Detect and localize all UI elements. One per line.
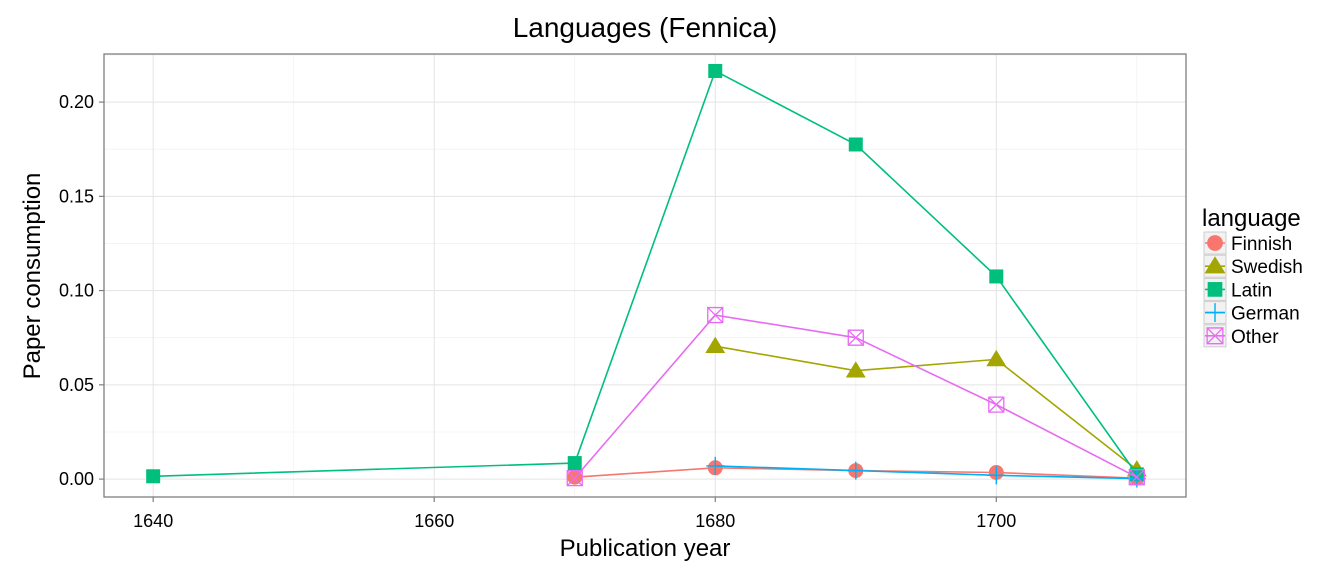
series-line-swedish — [715, 345, 1138, 471]
legend-key-marker — [1204, 256, 1226, 274]
legend-label: Other — [1231, 327, 1279, 348]
series-german — [706, 456, 1146, 488]
data-point-latin — [989, 269, 1004, 284]
y-tick-label: 0.10 — [59, 281, 94, 301]
data-point-other — [707, 306, 724, 324]
legend-label: Latin — [1231, 280, 1272, 301]
y-axis-title: Paper consumption — [19, 173, 46, 380]
legend-item-swedish: Swedish — [1203, 254, 1303, 278]
legend-item-other: Other — [1203, 324, 1279, 348]
x-tick-label: 1700 — [976, 511, 1016, 531]
data-point-swedish — [986, 349, 1007, 367]
y-tick-label: 0.15 — [59, 186, 94, 206]
series-other — [566, 306, 1145, 487]
data-point-other — [988, 396, 1005, 413]
plot-panel — [104, 54, 1186, 497]
data-point-other — [1128, 469, 1145, 486]
chart-title: Languages (Fennica) — [513, 12, 778, 43]
x-tick-label: 1660 — [414, 511, 454, 531]
data-point-latin — [146, 469, 161, 484]
data-point-swedish — [845, 361, 866, 378]
series-latin — [146, 63, 1144, 484]
legend-title: language — [1202, 205, 1301, 232]
data-point-other — [566, 469, 583, 487]
legend-item-finnish: Finnish — [1203, 231, 1292, 255]
x-axis-title: Publication year — [560, 535, 731, 562]
data-point-latin — [708, 63, 723, 78]
y-tick-label: 0.00 — [59, 469, 94, 489]
data-point-german — [987, 466, 1006, 485]
data-point-swedish — [705, 336, 726, 354]
legend-item-german: German — [1203, 301, 1300, 325]
series-line-german — [715, 465, 1137, 480]
legend-item-latin: Latin — [1203, 277, 1272, 301]
legend-key-marker — [1207, 235, 1223, 251]
legend-key-marker — [1206, 327, 1224, 345]
plot-border — [103, 53, 1187, 498]
y-tick-label: 0.20 — [59, 92, 94, 112]
legend-label: Finnish — [1231, 234, 1292, 255]
plot-area — [103, 53, 1187, 498]
data-point-german — [846, 461, 865, 480]
legend-key-marker — [1207, 282, 1223, 297]
data-point-german — [706, 456, 725, 475]
series-layer — [146, 63, 1147, 488]
data-point-latin — [567, 456, 582, 471]
y-tick-label: 0.05 — [59, 375, 94, 395]
series-line-latin — [153, 69, 1138, 478]
legend-key-marker — [1205, 303, 1225, 323]
data-point-latin — [848, 137, 863, 152]
y-axis: 0.00 0.05 0.10 0.15 0.20 — [59, 92, 104, 489]
data-point-other — [847, 329, 864, 346]
legend-label: Swedish — [1231, 257, 1303, 278]
x-tick-label: 1640 — [133, 511, 173, 531]
legend-label: German — [1231, 304, 1300, 325]
x-axis: 1640 1660 1680 1700 — [133, 497, 1016, 531]
x-tick-label: 1680 — [695, 511, 735, 531]
